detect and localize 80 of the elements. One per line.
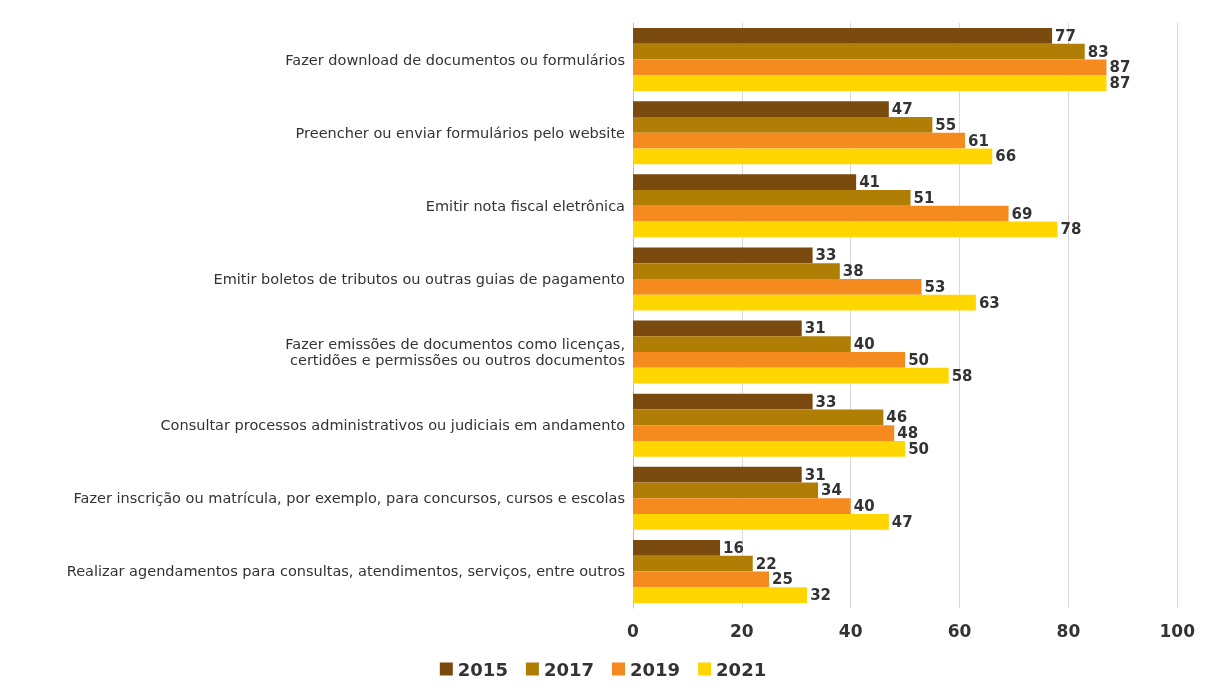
data-label: 69: [1011, 204, 1033, 223]
data-label: 31: [804, 319, 826, 338]
bar: [633, 393, 813, 410]
data-label: 87: [1109, 74, 1131, 93]
data-label: 31: [804, 465, 826, 484]
bar: [633, 28, 1053, 44]
bar: [633, 367, 949, 384]
data-label: 34: [821, 481, 842, 500]
bar: [633, 440, 906, 457]
bar: [633, 148, 993, 165]
bar: [633, 294, 976, 311]
bar: [633, 247, 813, 264]
data-label: 38: [842, 262, 864, 281]
data-label: 25: [772, 570, 793, 589]
y-tick-label: Emitir boletos de tributos ou outras guias de pagamento: [213, 270, 626, 287]
data-label: 61: [968, 131, 989, 150]
bar: [633, 59, 1107, 76]
bar: [633, 555, 753, 572]
bar: [633, 263, 840, 279]
x-tick-label: 60: [947, 620, 972, 641]
data-label: 78: [1060, 220, 1082, 239]
data-label: 63: [978, 293, 1000, 312]
y-tick-label: Preencher ou enviar formulários pelo website: [295, 124, 626, 141]
y-tick-label: Fazer emissões de documentos como licenças, certidões e permissões ou outros documentos: [285, 336, 625, 369]
data-label: 47: [891, 512, 913, 531]
bar: [633, 101, 889, 117]
bar: [633, 174, 857, 191]
data-label: 50: [908, 350, 929, 369]
bar: [633, 425, 895, 441]
bar: [633, 190, 911, 206]
legend-label: 2021: [716, 658, 767, 680]
data-label: 47: [891, 100, 913, 119]
bar: [633, 352, 906, 368]
bar: [633, 571, 770, 588]
bar: [633, 221, 1058, 238]
data-label: 32: [810, 586, 832, 605]
data-label: 33: [815, 246, 837, 265]
bar: [633, 75, 1107, 92]
x-tick-label: 100: [1159, 620, 1196, 641]
bar: [633, 482, 819, 499]
data-label: 83: [1087, 42, 1109, 61]
bar: [633, 43, 1085, 60]
bar: [633, 514, 889, 530]
bar: [633, 539, 721, 556]
legend-label: 2019: [630, 658, 681, 680]
data-label: 40: [853, 497, 875, 516]
bar: [633, 278, 922, 295]
data-label: 77: [1055, 26, 1076, 45]
y-tick-label: Fazer download de documentos ou formulários: [285, 51, 625, 68]
data-label: 46: [886, 408, 908, 427]
y-tick-label: Consultar processos administrativos ou judiciais em andamento: [160, 417, 626, 434]
data-label: 22: [755, 554, 777, 573]
bar: [633, 466, 802, 483]
x-tick-label: 0: [627, 620, 640, 641]
bar: [633, 336, 851, 353]
legend-label: 2015: [457, 658, 508, 680]
bar: [633, 132, 965, 149]
bar: [633, 116, 933, 133]
data-label: 87: [1109, 58, 1131, 77]
data-label: 55: [935, 115, 957, 134]
legend-label: 2017: [543, 658, 595, 680]
bar: [633, 587, 808, 603]
y-tick-label: Realizar agendamentos para consultas, atendimentos, serviços, entre outros: [66, 563, 625, 580]
y-tick-label: Fazer inscrição ou matrícula, por exemplo, para concursos, cursos e escolas: [73, 490, 625, 507]
data-label: 58: [951, 366, 973, 385]
y-tick-label: Emitir nota fiscal eletrônica: [425, 197, 625, 214]
bar: [633, 409, 884, 426]
data-label: 51: [913, 188, 935, 207]
data-label: 53: [924, 277, 946, 296]
x-tick-label: 20: [730, 620, 754, 641]
bar: [633, 205, 1009, 222]
bar: [633, 320, 802, 337]
data-label: 33: [815, 392, 837, 411]
data-label: 66: [995, 147, 1017, 166]
data-label: 16: [723, 538, 744, 557]
x-tick-label: 40: [838, 620, 863, 641]
data-label: 40: [853, 335, 875, 354]
bar: [633, 498, 851, 515]
x-tick-label: 80: [1056, 620, 1081, 641]
data-label: 41: [859, 173, 881, 192]
